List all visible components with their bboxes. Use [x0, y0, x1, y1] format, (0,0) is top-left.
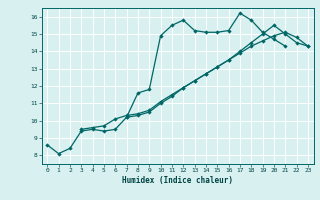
X-axis label: Humidex (Indice chaleur): Humidex (Indice chaleur)	[122, 176, 233, 185]
